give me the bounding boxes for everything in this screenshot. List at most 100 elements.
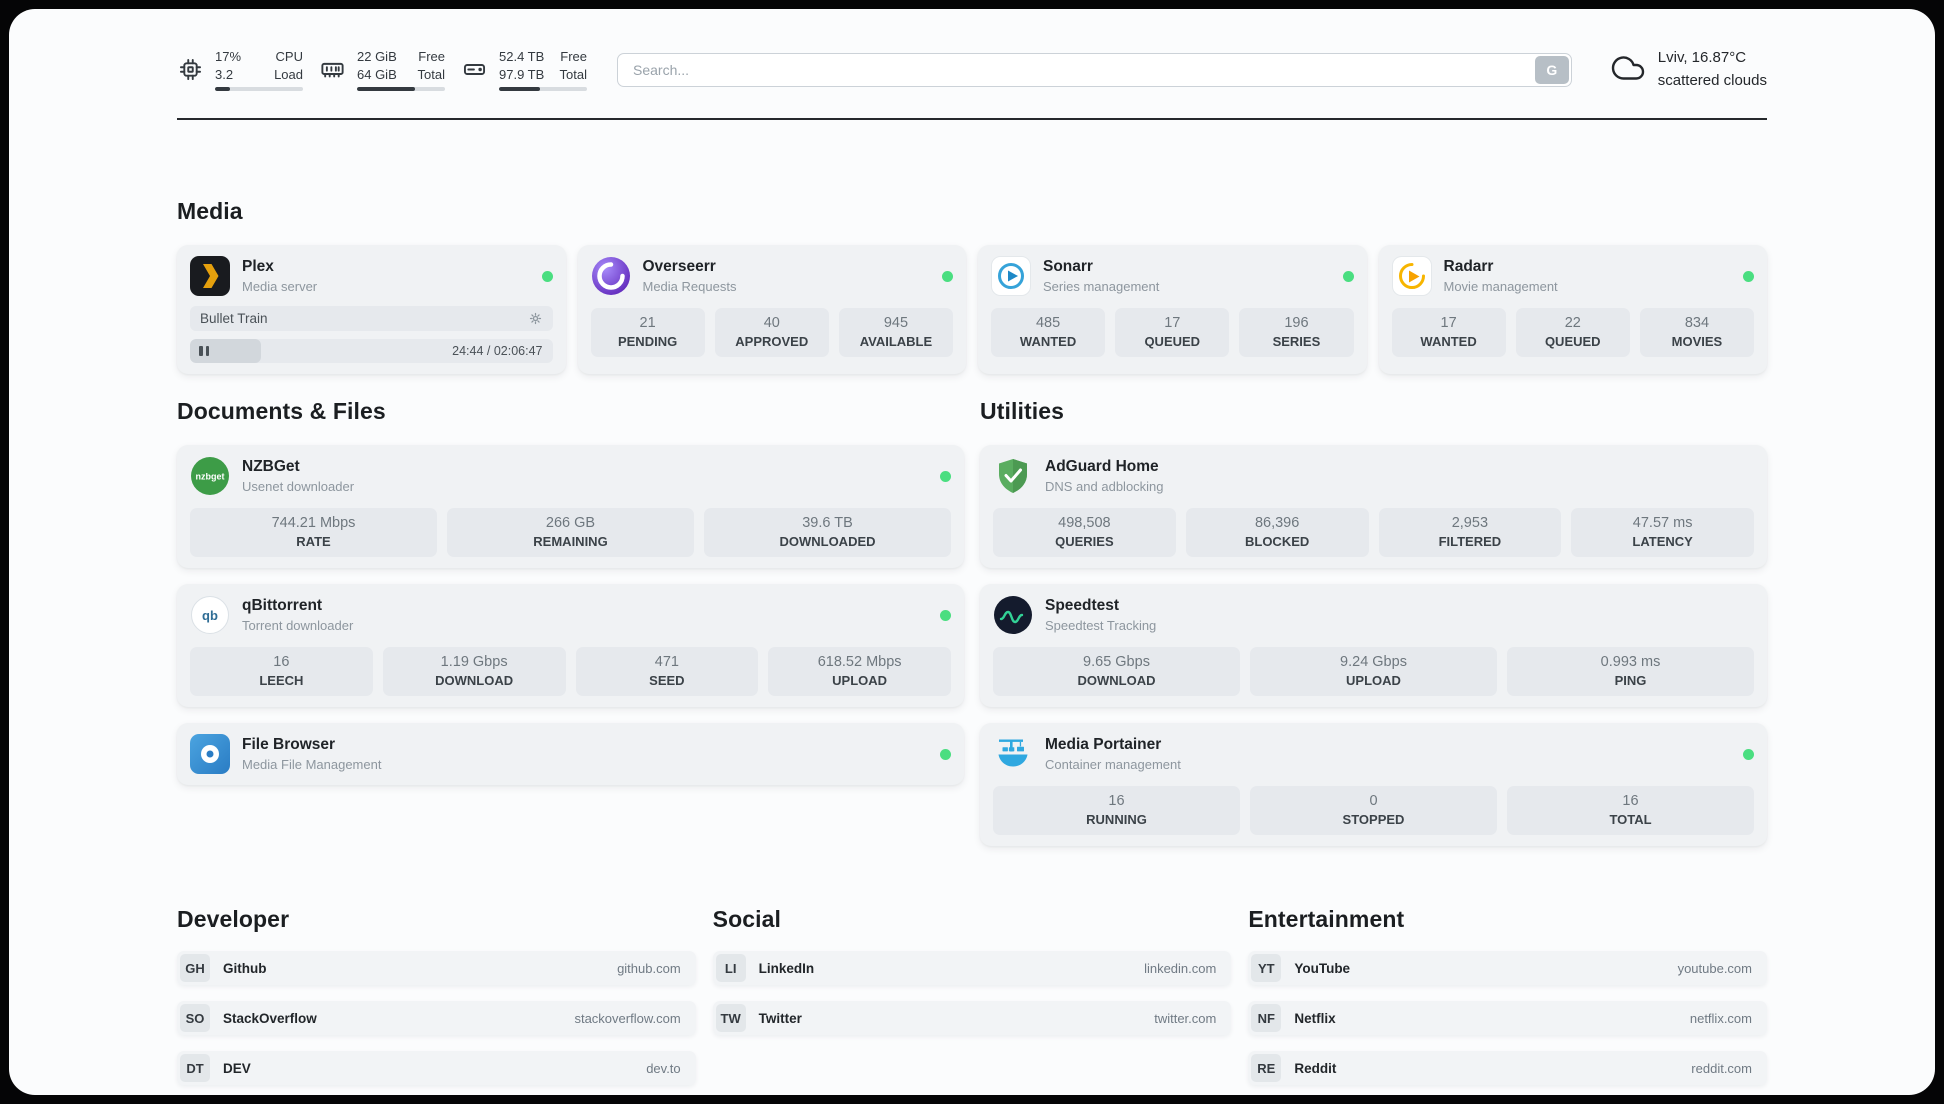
app-name: Plex [242,258,274,275]
cpu-load-value: 3.2 [215,67,234,82]
stat-value: 834 [1684,315,1710,331]
bookmark-abbr: GH [180,954,210,982]
stat-value: 40 [763,315,780,331]
bookmark-twitter[interactable]: TW Twitter twitter.com [712,1001,1232,1035]
stat-label: UPLOAD [1346,673,1401,688]
stat-box: 266 GB REMAINING [447,508,694,557]
app-subtitle: Media server [242,279,318,294]
pause-icon[interactable] [199,346,209,356]
now-playing-row[interactable]: Bullet Train [190,306,553,331]
cpu-label: CPU [275,48,303,64]
app-card-sonarr[interactable]: Sonarr Series management 485 WANTED 17 Q… [978,245,1367,374]
stat-value: 0.993 ms [1600,654,1661,670]
stat-label: WANTED [1420,334,1477,349]
bookmark-name: YouTube [1294,960,1351,976]
bookmark-linkedin[interactable]: LI LinkedIn linkedin.com [712,951,1232,985]
ram-progress-fill [357,87,416,92]
stat-box: 1.19 Gbps DOWNLOAD [382,647,566,696]
overseerr-icon [591,256,631,296]
search-input[interactable] [617,52,1572,87]
playback-progress-bar[interactable]: 24:44 / 02:06:47 [190,339,553,363]
disk-progress-bar [499,87,587,92]
app-subtitle: Torrent downloader [242,618,354,633]
bookmark-reddit[interactable]: RE Reddit reddit.com [1248,1051,1767,1085]
app-subtitle: Speedtest Tracking [1045,618,1157,633]
app-card-overseerr[interactable]: Overseerr Media Requests 21 PENDING 40 A… [577,245,966,374]
section-title-documents: Documents & Files [177,398,386,424]
stat-box: 471 SEED [575,647,759,696]
status-dot [940,609,951,621]
bookmark-url: youtube.com [1677,960,1752,976]
stat-value: 17 [1440,315,1457,331]
stat-value: 618.52 Mbps [817,654,902,670]
app-name: qBittorrent [242,597,323,614]
search-engine-button[interactable]: G [1534,55,1569,84]
disk-free-label: Free [560,48,587,64]
stat-value: 21 [639,315,656,331]
app-subtitle: Series management [1043,279,1160,294]
stat-value: 498,508 [1058,515,1111,531]
bookmark-abbr: NF [1251,1004,1282,1032]
ram-total-label: Total [417,67,445,82]
status-dot [1743,748,1754,760]
stat-value: 0 [1369,793,1378,809]
stat-value: 17 [1164,315,1181,331]
stat-label: DOWNLOADED [779,534,876,549]
app-card-nzbget[interactable]: nzbget NZBGet Usenet downloader 744.21 M… [177,445,964,568]
stat-label: REMAINING [533,534,608,549]
stat-label: DOWNLOAD [435,673,514,688]
qbittorrent-icon: qb [190,595,230,635]
stat-value: 86,396 [1254,515,1300,531]
app-card-qbittorrent[interactable]: qb qBittorrent Torrent downloader 16 [177,584,964,707]
now-playing-title: Bullet Train [200,311,268,326]
plex-icon [190,256,230,296]
stat-box: 196 SERIES [1239,308,1354,357]
bookmark-stackoverflow[interactable]: SO StackOverflow stackoverflow.com [177,1001,696,1035]
app-card-portainer[interactable]: Media Portainer Container management 16 … [980,723,1767,846]
app-card-plex[interactable]: Plex Media server Bullet Train [177,245,566,374]
stat-value: 39.6 TB [802,515,853,531]
nzbget-icon: nzbget [190,456,230,496]
bookmark-abbr: RE [1251,1054,1282,1082]
stat-value: 196 [1284,315,1309,331]
ram-metric: 22 GiB 64 GiB Free Total [319,48,445,92]
gear-icon[interactable] [528,311,543,326]
stat-box: 47.57 ms LATENCY [1571,508,1754,557]
stat-label: FILTERED [1438,534,1502,549]
search-bar: G [617,52,1572,87]
stat-box: 17 WANTED [1391,308,1506,357]
svg-text:qb: qb [202,608,218,623]
portainer-icon [993,734,1033,774]
stat-label: APPROVED [735,334,809,349]
ram-total-value: 64 GiB [357,67,397,82]
stat-box: 9.65 Gbps DOWNLOAD [993,647,1240,696]
stat-value: 945 [883,315,909,331]
stat-box: 22 QUEUED [1515,308,1630,357]
stat-value: 16 [273,654,290,670]
app-subtitle: Container management [1045,757,1181,772]
stat-label: TOTAL [1609,812,1652,827]
bookmark-dev[interactable]: DT DEV dev.to [177,1051,696,1085]
stat-label: PING [1614,673,1647,688]
ram-progress-bar [357,87,445,92]
weather-condition: scattered clouds [1657,71,1767,89]
documents-section: Documents & Files nzbget NZBGet Usenet d… [177,398,964,846]
bookmark-netflix[interactable]: NF Netflix netflix.com [1248,1001,1767,1035]
stat-value: 9.24 Gbps [1340,654,1407,670]
app-card-speedtest[interactable]: Speedtest Speedtest Tracking 9.65 Gbps D… [980,584,1767,707]
app-card-filebrowser[interactable]: File Browser Media File Management [177,723,964,785]
stat-label: QUEUED [1144,334,1201,349]
stat-box: 0.993 ms PING [1507,647,1754,696]
dashboard-screen: 17% 3.2 CPU Load [9,9,1935,1095]
stat-box: 16 LEECH [190,647,373,696]
app-name: Speedtest [1045,597,1120,614]
disk-metric: 52.4 TB 97.9 TB Free Total [461,48,587,92]
app-card-adguard[interactable]: AdGuard Home DNS and adblocking 498,508 … [980,445,1767,568]
bookmark-github[interactable]: GH Github github.com [177,951,696,985]
app-card-radarr[interactable]: Radarr Movie management 17 WANTED 22 QUE… [1378,245,1767,374]
ram-free-label: Free [418,48,445,64]
bookmark-url: netflix.com [1689,1010,1752,1026]
speedtest-icon [993,595,1033,635]
bookmark-youtube[interactable]: YT YouTube youtube.com [1248,951,1767,985]
status-dot [1342,270,1354,282]
